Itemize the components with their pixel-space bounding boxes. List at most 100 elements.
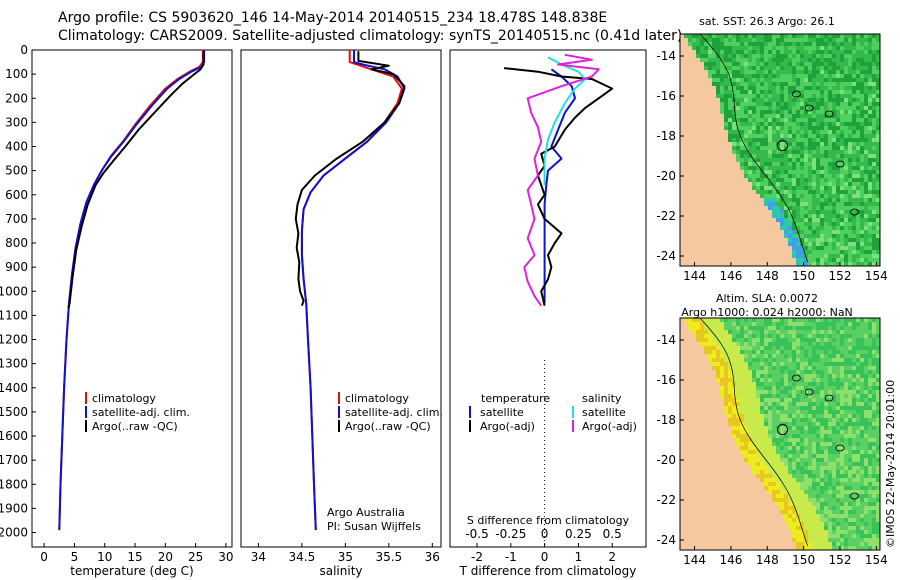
- map-cell: [724, 402, 728, 406]
- map-cell: [828, 370, 832, 374]
- map-cell: [692, 454, 696, 458]
- map-cell: [772, 254, 776, 258]
- map-cell: [684, 454, 688, 458]
- map-cell: [696, 418, 700, 422]
- map-cell: [740, 186, 744, 190]
- map-cell: [836, 214, 840, 218]
- map-cell: [696, 170, 700, 174]
- map-cell: [728, 62, 732, 66]
- map-cell: [720, 70, 724, 74]
- map-cell: [728, 154, 732, 158]
- map-cell: [688, 430, 692, 434]
- map-cell: [736, 426, 740, 430]
- map-cell: [756, 330, 760, 334]
- map-cell: [820, 78, 824, 82]
- map-cell: [872, 442, 876, 446]
- map-cell: [688, 402, 692, 406]
- map-cell: [788, 142, 792, 146]
- map-cell: [848, 250, 852, 254]
- map-cell: [724, 386, 728, 390]
- map-cell: [860, 106, 864, 110]
- map-cell: [716, 150, 720, 154]
- map-cell: [860, 114, 864, 118]
- map-cell: [684, 170, 688, 174]
- map-cell: [828, 418, 832, 422]
- map-cell: [804, 90, 808, 94]
- map-cell: [848, 50, 852, 54]
- map-cell: [876, 154, 880, 158]
- map-cell: [696, 230, 700, 234]
- map-cell: [704, 414, 708, 418]
- map-cell: [816, 342, 820, 346]
- map-cell: [708, 422, 712, 426]
- map-cell: [680, 354, 684, 358]
- map-cell: [856, 118, 860, 122]
- map-cell: [816, 318, 820, 322]
- map-cell: [764, 322, 768, 326]
- map-cell: [808, 254, 812, 258]
- map-cell: [720, 422, 724, 426]
- map-cell: [784, 34, 788, 38]
- map-cell: [764, 394, 768, 398]
- map-cell: [780, 114, 784, 118]
- map-cell: [788, 154, 792, 158]
- map-cell: [768, 214, 772, 218]
- map-cell: [860, 218, 864, 222]
- map-cell: [848, 354, 852, 358]
- map-cell: [780, 86, 784, 90]
- map-cell: [868, 318, 872, 322]
- map-cell: [688, 410, 692, 414]
- map-cell: [788, 434, 792, 438]
- map-cell: [844, 394, 848, 398]
- map-cell: [772, 382, 776, 386]
- map-cell: [872, 382, 876, 386]
- map-cell: [792, 438, 796, 442]
- map-cell: [740, 322, 744, 326]
- map-cell: [780, 62, 784, 66]
- map-cell: [788, 246, 792, 250]
- map-cell: [760, 402, 764, 406]
- map-cell: [752, 190, 756, 194]
- map-cell: [756, 194, 760, 198]
- map-cell: [780, 102, 784, 106]
- map-cell: [792, 366, 796, 370]
- map-cell: [780, 242, 784, 246]
- map-cell: [692, 458, 696, 462]
- map-cell: [784, 374, 788, 378]
- map-cell: [756, 258, 760, 262]
- map-cell: [776, 330, 780, 334]
- map-cell: [800, 434, 804, 438]
- map-cell: [812, 338, 816, 342]
- map-cell: [700, 38, 704, 42]
- map-cell: [820, 366, 824, 370]
- map-cell: [804, 34, 808, 38]
- map-cell: [876, 374, 880, 378]
- map-cell: [836, 206, 840, 210]
- map-cell: [804, 242, 808, 246]
- map-cell: [844, 358, 848, 362]
- map-cell: [720, 78, 724, 82]
- map-cell: [824, 194, 828, 198]
- map-cell: [864, 446, 868, 450]
- map-cell: [872, 262, 876, 266]
- map-cell: [724, 174, 728, 178]
- map-cell: [796, 178, 800, 182]
- map-cell: [796, 418, 800, 422]
- map-cell: [840, 138, 844, 142]
- map-cell: [828, 342, 832, 346]
- map-cell: [776, 454, 780, 458]
- sla-map-title: Altim. SLA: 0.0072: [716, 292, 818, 305]
- map-cell: [796, 370, 800, 374]
- map-cell: [848, 162, 852, 166]
- map-cell: [796, 94, 800, 98]
- map-cell: [860, 462, 864, 466]
- map-cell: [692, 326, 696, 330]
- map-cell: [700, 350, 704, 354]
- map-cell: [848, 402, 852, 406]
- map-cell: [864, 58, 868, 62]
- map-cell: [844, 106, 848, 110]
- map-cell: [784, 166, 788, 170]
- map-cell: [872, 82, 876, 86]
- map-cell: [696, 110, 700, 114]
- map-cell: [808, 326, 812, 330]
